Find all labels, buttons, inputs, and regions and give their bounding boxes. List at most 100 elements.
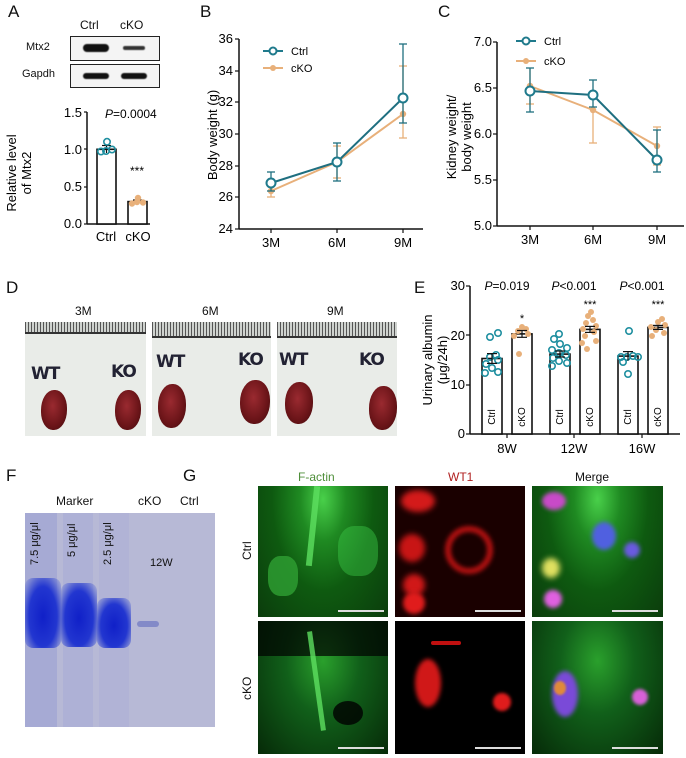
micro-col-wt1: WT1: [448, 470, 474, 484]
chart-a-ylabel: Relative level of Mtx2: [4, 134, 34, 211]
svg-text:P<0.001: P<0.001: [551, 279, 596, 293]
svg-text:0.0: 0.0: [64, 216, 82, 231]
blot-lane-ctrl: Ctrl: [80, 18, 99, 32]
svg-text:6M: 6M: [584, 232, 602, 247]
points-a-ctrl: [97, 137, 117, 156]
panel-label-a: A: [8, 2, 20, 21]
svg-text:6M: 6M: [328, 235, 346, 250]
blot-lane-cko: cKO: [120, 18, 144, 32]
chart-b-xticks: 3M 6M 9M: [262, 235, 412, 250]
svg-text:Ctrl: Ctrl: [487, 409, 498, 425]
svg-text:cKO: cKO: [125, 229, 150, 244]
chart-a-significance: ***: [130, 164, 144, 178]
micro-ctrl-merge: [532, 486, 663, 617]
photo-6m: WT KO: [152, 322, 271, 436]
svg-text:34: 34: [219, 63, 233, 78]
gel-lane-label-3: 2.5 μg/μl: [102, 522, 114, 565]
chart-a-relative-mtx2: Relative level of Mtx2 0.0 0.5 1.0 1.5 P…: [4, 105, 157, 244]
chart-e-significance: * *** ***: [520, 299, 665, 325]
svg-text:Urinary albumin: Urinary albumin: [420, 314, 435, 405]
photo-3m: WT KO: [25, 322, 146, 436]
svg-text:Ctrl: Ctrl: [623, 409, 634, 425]
svg-text:body weight: body weight: [459, 102, 474, 172]
svg-text:***: ***: [652, 299, 666, 311]
points-a-cko: [128, 194, 147, 207]
chart-e-ylabel: Urinary albumin (μg/24h): [420, 314, 450, 405]
gel-header-marker: Marker: [56, 494, 94, 508]
svg-text:1.0: 1.0: [64, 142, 82, 157]
chart-b-legend: Ctrl cKO: [263, 46, 313, 75]
chart-e-pvalues: P=0.019 P<0.001 P<0.001: [484, 279, 664, 293]
blot-strip-gapdh: [70, 64, 160, 88]
svg-text:Relative level: Relative level: [4, 134, 19, 211]
photo-9m: WT KO: [277, 322, 397, 436]
blot-row-mtx2: Mtx2: [26, 41, 50, 53]
svg-text:8W: 8W: [497, 441, 517, 456]
svg-text:Ctrl: Ctrl: [544, 36, 561, 48]
micro-row-cko: cKO: [240, 676, 254, 700]
blot-strip-mtx2: [70, 36, 160, 61]
svg-text:Ctrl: Ctrl: [96, 229, 116, 244]
chart-c-xticks: 3M 6M 9M: [521, 232, 666, 247]
svg-text:of Mtx2: of Mtx2: [19, 152, 34, 195]
svg-text:32: 32: [219, 94, 233, 109]
series-b-ctrl: [267, 43, 407, 192]
svg-text:6.5: 6.5: [474, 80, 492, 95]
panel-label-f: F: [6, 466, 17, 485]
svg-text:24: 24: [219, 221, 233, 236]
chart-c-yticks: 5.0 5.5 6.0 6.5 7.0: [474, 34, 492, 233]
micro-cko-factin: [258, 621, 388, 754]
points-e-cko: [511, 309, 668, 357]
svg-text:9M: 9M: [394, 235, 412, 250]
bar-labels-e: Ctrl cKO Ctrl cKO Ctrl cKO: [487, 407, 664, 427]
chart-c-ylabel: Kidney weight/ body weight: [444, 94, 474, 179]
gel-lane-label-2: 5 μg/μl: [66, 523, 78, 557]
chart-b-yticks: 24 26 28 30 32 34 36: [219, 31, 233, 236]
chart-e-urinary-albumin: Urinary albumin (μg/24h) 0 10 20 30 Ctrl…: [420, 278, 680, 456]
micro-cko-merge: [532, 621, 663, 754]
svg-text:cKO: cKO: [653, 407, 664, 427]
photo-label-3m: 3M: [75, 304, 92, 318]
svg-text:16W: 16W: [629, 441, 656, 456]
svg-text:9M: 9M: [648, 232, 666, 247]
chart-e-yticks: 0 10 20 30: [451, 278, 465, 441]
svg-text:cKO: cKO: [544, 56, 566, 68]
bar-a-ctrl: [96, 148, 117, 225]
svg-text:28: 28: [219, 158, 233, 173]
gel-sample-label: 12W: [150, 557, 173, 569]
svg-text:3M: 3M: [521, 232, 539, 247]
points-e-ctrl: [481, 326, 643, 379]
svg-text:cKO: cKO: [291, 63, 313, 75]
svg-text:P<0.001: P<0.001: [619, 279, 664, 293]
gel-header-ctrl: Ctrl: [180, 494, 199, 508]
svg-text:***: ***: [584, 299, 598, 311]
chart-b-body-weight: Body weight (g) 24 26 28 30 32 34 36 3M …: [205, 31, 423, 250]
photo-label-9m: 9M: [327, 304, 344, 318]
svg-text:P=0.019: P=0.019: [484, 279, 529, 293]
svg-text:Kidney weight/: Kidney weight/: [444, 94, 459, 179]
chart-b-ylabel: Body weight (g): [205, 90, 220, 180]
chart-a-yticks: 0.0 0.5 1.0 1.5: [64, 105, 82, 231]
micro-col-factin: F-actin: [298, 470, 335, 484]
panel-label-d: D: [6, 278, 19, 297]
panel-label-g: G: [183, 466, 197, 485]
micro-cko-wt1: [395, 621, 525, 754]
svg-text:30: 30: [219, 126, 233, 141]
errorbars-e: [487, 324, 663, 365]
bars-e: [481, 326, 669, 435]
svg-text:26: 26: [219, 189, 233, 204]
svg-text:5.5: 5.5: [474, 172, 492, 187]
chart-a-pvalue: P=0.0004: [105, 107, 157, 121]
svg-text:(μg/24h): (μg/24h): [435, 336, 450, 385]
svg-text:12W: 12W: [561, 441, 588, 456]
gel-image: 12W 7.5 μg/μl 5 μg/μl 2.5 μg/μl: [25, 513, 215, 727]
panel-label-c: C: [438, 2, 451, 21]
panel-label-e: E: [414, 278, 426, 297]
chart-c-legend: Ctrl cKO: [516, 36, 566, 68]
svg-text:Ctrl: Ctrl: [291, 46, 308, 58]
svg-text:36: 36: [219, 31, 233, 46]
chart-e-xticks: 8W 12W 16W: [497, 441, 656, 456]
micro-row-ctrl: Ctrl: [240, 541, 254, 560]
panel-label-b: B: [200, 2, 212, 21]
svg-text:cKO: cKO: [517, 407, 528, 427]
